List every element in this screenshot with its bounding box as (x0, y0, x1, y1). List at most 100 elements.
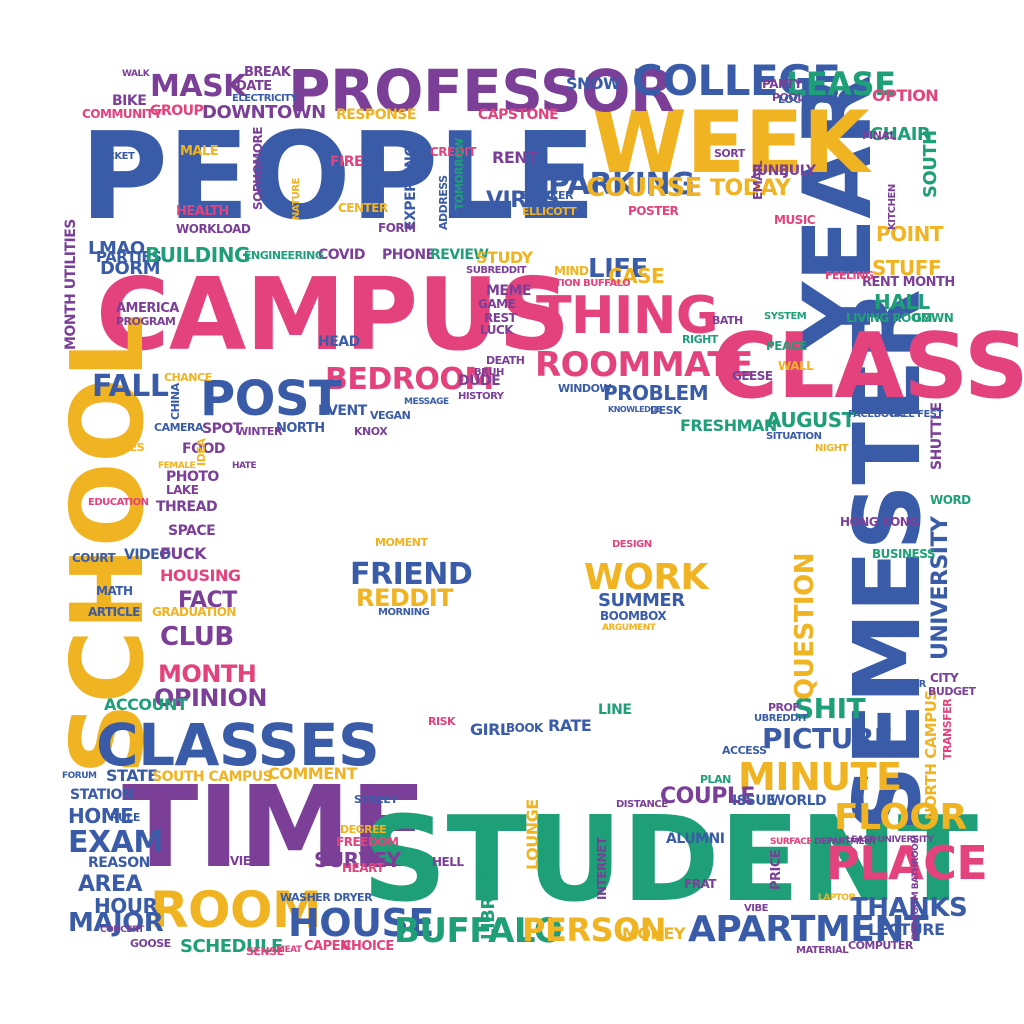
word-month-utilities: MONTH UTILITIES (63, 219, 79, 350)
word-dude: DUDE (458, 373, 501, 389)
word-june: JUNE (752, 163, 788, 179)
word-freedom: FREEDOM (336, 835, 399, 849)
word-lockwood: LOCKWOOD (778, 93, 847, 106)
word-rent: RENT (492, 148, 538, 167)
word-schedule: SCHEDULE (180, 936, 283, 957)
word-lease-university: LEASE UNIVERSITY (846, 835, 934, 845)
word-electricity: ELECTRICITY (232, 93, 298, 104)
word-head: HEAD (318, 334, 360, 350)
word-floor: FLOOR (834, 797, 967, 838)
word-engineering: ENGINEERING (244, 249, 324, 262)
word-hour: HOUR (94, 894, 158, 918)
word-window: WINDOW (558, 382, 612, 395)
word-ellicott: ELLICOTT (522, 205, 577, 218)
word-final: FINAL (862, 129, 896, 142)
word-death: DEATH (486, 354, 525, 367)
word-community: COMMUNITY (82, 107, 162, 121)
word-capstone: CAPSTONE (478, 107, 559, 123)
word-moment: MOMENT (375, 536, 428, 549)
word-form: FORM (378, 221, 416, 235)
word-situation: SITUATION (766, 431, 822, 442)
word-money: MONEY (622, 924, 685, 943)
word-opinion: OPINION (154, 684, 267, 712)
word-hong-kong: HONG KONG (840, 515, 919, 529)
word-camera: CAMERA (154, 421, 204, 434)
word-buffalo: BUFFALO (394, 911, 563, 951)
word-lmao: LMAO (88, 238, 145, 259)
word-thing: THING (536, 286, 719, 346)
word-question: QUESTION (790, 553, 820, 700)
word-comment: COMMENT (268, 764, 357, 783)
word-america: AMERICA (116, 301, 179, 316)
word-china: CHINA (169, 383, 182, 420)
word-knox: KNOX (354, 425, 388, 438)
word-response: RESPONSE (336, 107, 416, 123)
word-speaker: SPEAKER (520, 189, 574, 202)
word-club: CLUB (160, 622, 234, 652)
word-winter: WINTER (236, 425, 282, 438)
word-point: POINT (876, 222, 943, 246)
word-concert: CONCERT (100, 925, 144, 935)
word-people: PEOPLE (80, 108, 596, 247)
word-freshman: FRESHMAN (680, 416, 777, 435)
word-home: HOME (68, 804, 134, 828)
word-wall: WALL (778, 359, 814, 373)
word-minute: MINUTE (738, 755, 902, 799)
word-video: VIDEO (124, 547, 171, 563)
word-choice: CHOICE (342, 939, 394, 954)
word-city: CITY (930, 671, 959, 685)
word-meat: MEAT (276, 945, 302, 955)
word-degree: DEGREE (340, 823, 387, 836)
word-north-campus: NORTH CAMPUS (922, 690, 940, 820)
word-hall: HALL (874, 290, 930, 314)
word-sort: SORT (714, 147, 745, 160)
word-rest: REST (484, 311, 517, 325)
word-room: ROOM (150, 881, 322, 939)
word-time: TIME (122, 763, 427, 893)
word-female: FEMALE (158, 461, 196, 471)
word-budget: BUDGET (928, 685, 976, 698)
word-option: OPTION (872, 86, 939, 105)
word-virus: VIRUS (486, 188, 560, 213)
word-survey: SURVEY (314, 848, 401, 872)
word-apartment: APARTMENT (688, 909, 929, 950)
word-chance: CHANCE (164, 371, 212, 384)
word-address: ADDRESS (437, 175, 450, 230)
word-email: EMAIL (751, 160, 765, 200)
word-space: SPACE (168, 523, 216, 539)
word-rate: RATE (548, 716, 592, 735)
word-event: EVENT (318, 403, 367, 419)
word-station: STATION (70, 787, 134, 803)
word-desk: DESK (650, 404, 682, 417)
word-greiner: GREINER (880, 679, 926, 690)
word-spot: SPOT (202, 421, 242, 437)
word-capen: CAPEN (304, 939, 351, 954)
word-hate: HATE (232, 461, 257, 471)
word-utilities: UTILITIES (90, 441, 145, 454)
word-vibe: VIBE (744, 903, 768, 914)
word-account: ACCOUNT (104, 695, 188, 714)
word-fall: FALL (92, 369, 169, 404)
word-north: NORTH (276, 421, 325, 436)
word-idea: IDEA (195, 438, 208, 466)
word-program: PROGRAM (116, 315, 176, 328)
word-court: COURT (72, 551, 116, 565)
word-geese: GEESE (732, 369, 773, 383)
word-subreddit: SUBREDDIT (466, 265, 527, 276)
word-frat: FRAT (684, 877, 716, 891)
word-math: MATH (96, 584, 133, 598)
word-food: FOOD (182, 441, 226, 457)
word-education: EDUCATION (88, 497, 149, 508)
word-price: PRICE (769, 849, 784, 890)
word-bruh: BRUH (474, 367, 504, 378)
word-material: MATERIAL (796, 945, 849, 956)
word-girl: GIRL (470, 720, 510, 739)
word-center: CENTER (338, 201, 388, 215)
word-post: POST (200, 371, 342, 427)
word-professor: PROFESSOR (288, 57, 675, 125)
word-place: PLACE (826, 836, 988, 890)
word-downtown: DOWNTOWN (202, 102, 326, 123)
word-study: STUDY (476, 248, 533, 267)
word-housing: HOUSING (160, 566, 241, 585)
word-class: CLASS (712, 314, 1024, 419)
